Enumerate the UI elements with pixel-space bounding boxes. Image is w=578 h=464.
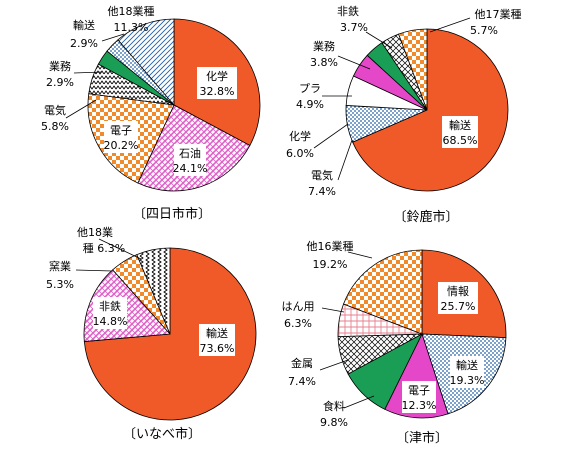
chart-title: 〔いなべ市〕 bbox=[123, 426, 201, 442]
slice-label-name: 非鉄 bbox=[337, 4, 359, 18]
slice-label-name: 情報 bbox=[447, 285, 469, 298]
slice-label-value: 19.2% bbox=[313, 258, 348, 271]
slice-label-value: 3.8% bbox=[310, 56, 338, 69]
slice-label-value: 種 6.3% bbox=[83, 241, 125, 255]
leader-line bbox=[321, 307, 345, 313]
pie-slice bbox=[343, 249, 423, 335]
label-box bbox=[199, 324, 235, 356]
label-box bbox=[438, 282, 478, 314]
slice-label-name: 非鉄 bbox=[99, 299, 121, 313]
slice-label-name: 電子 bbox=[408, 384, 430, 397]
slice-label-value: 32.8% bbox=[200, 85, 235, 98]
slice-label-name: 食料 bbox=[323, 399, 345, 413]
slice-label-name: 輸送 bbox=[206, 326, 228, 340]
leader-line bbox=[337, 55, 371, 70]
label-box bbox=[174, 144, 206, 176]
slice-label-value: 25.7% bbox=[441, 300, 476, 313]
slice-label-value: 14.8% bbox=[93, 315, 128, 328]
slice-label-name: 他17業種 bbox=[475, 7, 522, 21]
pie-slice bbox=[398, 28, 428, 111]
slice-label-name: 他18業 bbox=[77, 226, 113, 239]
slice-label-name: 電気 bbox=[44, 103, 66, 117]
leader-line bbox=[365, 31, 393, 49]
pie-slice bbox=[117, 18, 175, 107]
slice-label-name: 化学 bbox=[206, 69, 228, 83]
leader-line bbox=[337, 139, 353, 181]
label-box bbox=[104, 121, 138, 153]
slice-label-name: 石油 bbox=[179, 146, 201, 160]
slice-label-value: 3.7% bbox=[340, 21, 368, 34]
slice-label-value: 7.4% bbox=[308, 185, 336, 198]
chart-title: 〔鈴鹿市〕 bbox=[393, 209, 458, 225]
leader-line bbox=[101, 33, 125, 42]
slice-label-value: 5.3% bbox=[46, 278, 74, 291]
slice-label-value: 68.5% bbox=[443, 134, 478, 147]
label-box bbox=[450, 356, 484, 388]
slice-label-value: 11.3% bbox=[114, 21, 149, 34]
slice-label-name: 業務 bbox=[313, 39, 335, 53]
slice-label-value: 12.3% bbox=[402, 399, 437, 412]
chart-title: 〔四日市市〕 bbox=[133, 206, 211, 222]
slice-label-value: 6.0% bbox=[286, 147, 314, 160]
slice-label-value: 2.9% bbox=[46, 76, 74, 89]
leader-line bbox=[75, 269, 113, 272]
slice-label-value: 6.3% bbox=[284, 317, 312, 330]
label-box bbox=[402, 381, 436, 413]
slice-label-name: 輸送 bbox=[449, 118, 471, 132]
slice-label-value: 5.7% bbox=[470, 24, 498, 37]
label-box bbox=[442, 116, 478, 148]
slice-label-name: はん用 bbox=[282, 300, 315, 313]
slice-label-name: 他16業種 bbox=[307, 239, 354, 253]
label-box bbox=[197, 67, 237, 99]
slice-label-name: 金属 bbox=[291, 356, 313, 370]
slice-label-name: 窯業 bbox=[49, 259, 71, 273]
pie-slice bbox=[136, 247, 171, 335]
leader-line bbox=[73, 71, 103, 74]
slice-label-value: 5.8% bbox=[41, 120, 69, 133]
chart-title: 〔津市〕 bbox=[396, 430, 448, 446]
slice-label-value: 73.6% bbox=[200, 342, 235, 355]
slice-label-value: 2.9% bbox=[70, 37, 98, 50]
slice-label-name: 他18業種 bbox=[108, 4, 155, 18]
slice-label-name: 業務 bbox=[49, 59, 71, 73]
slice-label-value: 20.2% bbox=[104, 139, 139, 152]
slice-label-name: 電子 bbox=[110, 124, 132, 137]
label-box bbox=[93, 297, 127, 329]
slice-label-name: 化学 bbox=[289, 129, 311, 143]
pie-slice bbox=[352, 28, 509, 192]
slice-label-name: 輸送 bbox=[73, 18, 95, 32]
slice-label-value: 19.3% bbox=[450, 374, 485, 387]
leader-line bbox=[313, 123, 349, 149]
leader-line bbox=[98, 238, 142, 260]
slice-label-name: プラ bbox=[299, 82, 321, 95]
leader-lines-layer bbox=[65, 17, 471, 409]
slice-label-name: 電気 bbox=[311, 168, 333, 182]
leader-line bbox=[347, 251, 373, 259]
leader-line bbox=[319, 359, 349, 371]
slice-label-value: 7.4% bbox=[288, 375, 316, 388]
slice-label-value: 24.1% bbox=[173, 162, 208, 175]
leader-line bbox=[65, 99, 97, 119]
slice-label-value: 9.8% bbox=[320, 416, 348, 429]
leader-line bbox=[429, 17, 471, 33]
slice-label-value: 4.9% bbox=[296, 98, 324, 111]
leader-line bbox=[343, 395, 375, 409]
slice-label-name: 輸送 bbox=[456, 358, 478, 372]
